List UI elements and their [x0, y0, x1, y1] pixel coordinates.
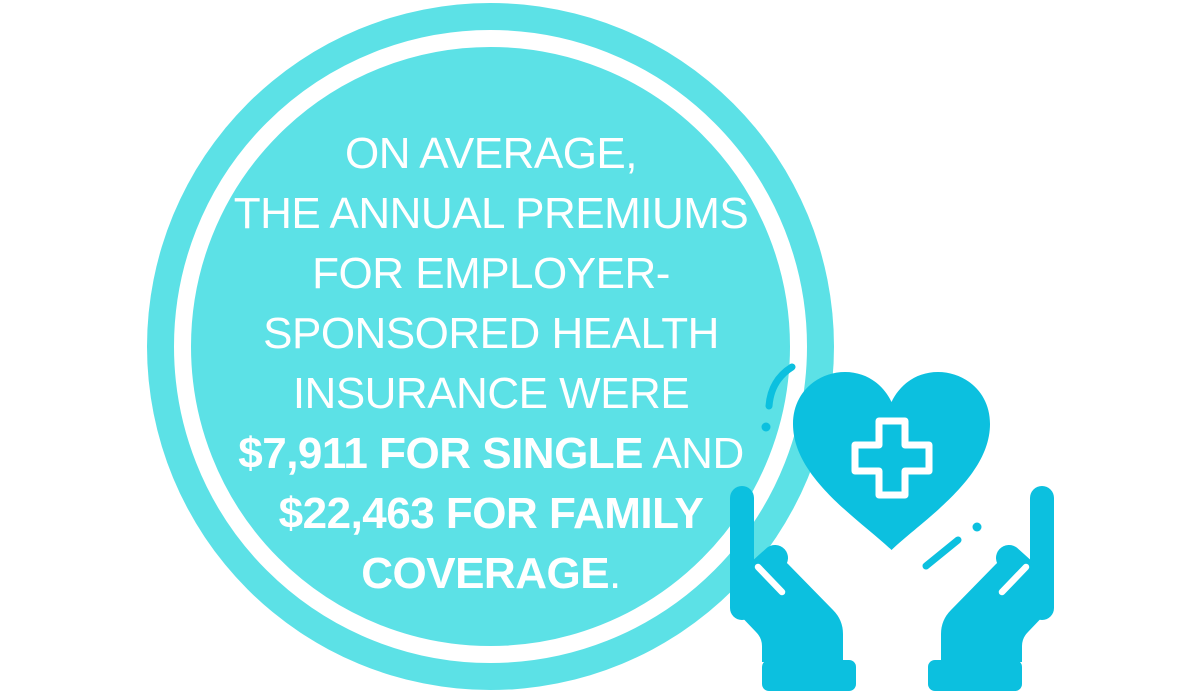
statement-line-1: ON AVERAGE, — [345, 129, 638, 178]
stat-circle — [147, 3, 834, 690]
statement-coverage-word: COVERAGE — [361, 549, 610, 598]
palm-crease-line — [998, 563, 1030, 596]
right-hand-icon — [928, 486, 1054, 691]
statement-text: ON AVERAGE, THE ANNUAL PREMIUMS FOR EMPL… — [148, 124, 834, 604]
cuff-icon — [928, 660, 1022, 691]
heart-icon — [793, 372, 990, 550]
statement-period: . — [609, 549, 621, 598]
statement-line-8: COVERAGE. — [148, 544, 834, 604]
curved-dash-icon — [765, 363, 796, 410]
statement-line-4: SPONSORED HEALTH — [263, 309, 719, 358]
stat-amount-single: $7,911 FOR SINGLE — [238, 429, 644, 478]
statement-line-5: INSURANCE WERE — [292, 369, 690, 418]
statement-line-3: FOR EMPLOYER- — [312, 249, 670, 298]
palm-icon — [941, 558, 1053, 662]
statement-line-2: THE ANNUAL PREMIUMS — [233, 189, 749, 238]
stat-amount-family: $22,463 FOR FAMILY — [278, 489, 704, 538]
statement-line-7: $22,463 FOR FAMILY — [148, 484, 834, 544]
statement-line-6-tail: AND — [643, 429, 744, 478]
left-hand-icon — [727, 486, 856, 691]
accent-dot-icon — [761, 422, 771, 432]
accent-dot-icon — [972, 522, 982, 532]
straight-dash-icon — [922, 536, 962, 570]
statement-line-6: $7,911 FOR SINGLE AND — [148, 424, 834, 484]
medical-cross-icon — [851, 417, 933, 499]
